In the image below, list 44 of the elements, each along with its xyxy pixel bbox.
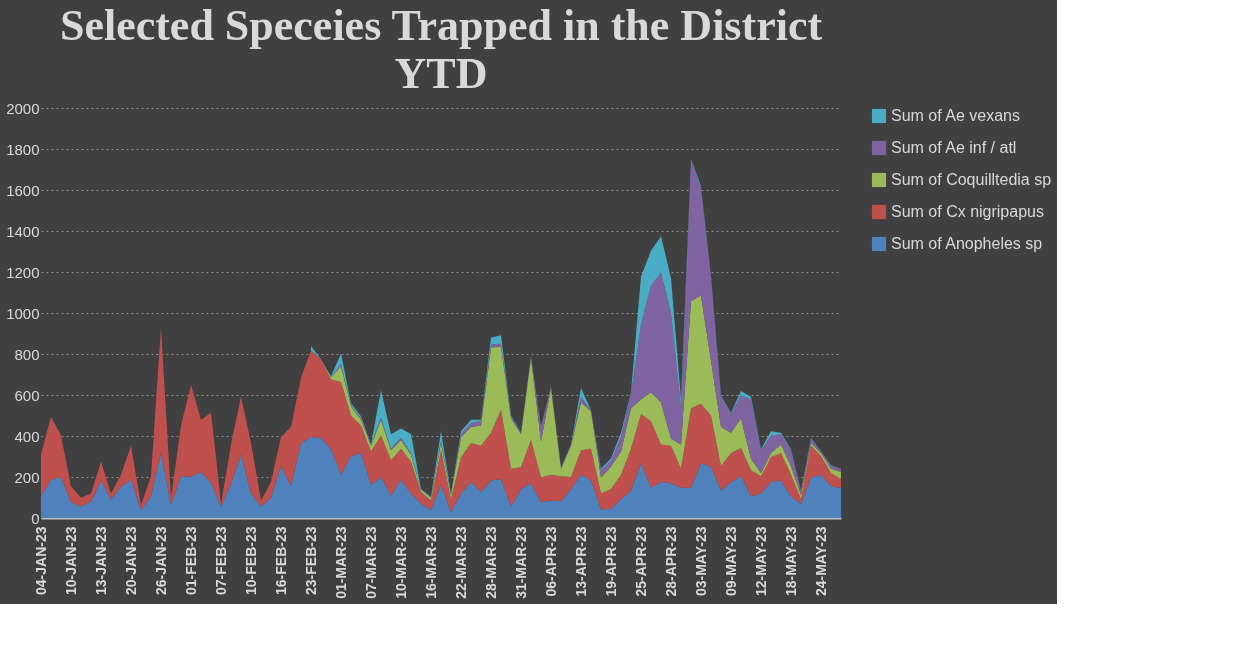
y-tick-label: 400 bbox=[14, 427, 40, 445]
x-tick-label: 19-APR-23 bbox=[602, 526, 619, 597]
x-tick-label: 16-MAR-23 bbox=[422, 526, 439, 599]
x-tick-label: 04-JAN-23 bbox=[32, 526, 49, 595]
legend-label: Sum of Coquilltedia sp bbox=[891, 171, 1052, 188]
x-tick-label: 07-FEB-23 bbox=[212, 526, 229, 595]
x-tick-label: 28-MAR-23 bbox=[482, 526, 499, 599]
y-tick-label: 2000 bbox=[6, 99, 40, 117]
x-tick-label: 13-JAN-23 bbox=[92, 526, 109, 595]
x-tick-label: 31-MAR-23 bbox=[512, 526, 529, 599]
x-tick-label: 01-MAR-23 bbox=[332, 526, 349, 599]
chart-title: Selected Speceies Trapped in the District YTD bbox=[59, 1, 823, 98]
legend-label: Sum of Cx nigripapus bbox=[891, 203, 1044, 220]
x-tick-label: 01-FEB-23 bbox=[182, 526, 199, 595]
x-tick-label: 25-APR-23 bbox=[632, 526, 649, 597]
x-tick-label: 07-MAR-23 bbox=[362, 526, 379, 599]
legend-label: Sum of Ae inf / atl bbox=[891, 139, 1017, 156]
x-tick-label: 20-JAN-23 bbox=[122, 526, 139, 595]
y-tick-label: 1800 bbox=[6, 140, 40, 158]
x-tick-label: 13-APR-23 bbox=[572, 526, 589, 597]
x-tick-label: 10-FEB-23 bbox=[242, 526, 259, 595]
x-tick-label: 10-MAR-23 bbox=[392, 526, 409, 599]
y-tick-label: 1400 bbox=[6, 222, 40, 240]
x-tick-label: 09-MAY-23 bbox=[722, 526, 739, 597]
y-tick-label: 0 bbox=[31, 509, 40, 527]
y-tick-label: 600 bbox=[14, 386, 40, 404]
x-tick-label: 28-APR-23 bbox=[662, 526, 679, 597]
x-tick-label: 24-MAY-23 bbox=[812, 526, 829, 597]
x-tick-label: 03-MAY-23 bbox=[692, 526, 709, 597]
y-tick-label: 200 bbox=[14, 468, 40, 486]
x-tick-label: 12-MAY-23 bbox=[752, 526, 769, 597]
y-tick-label: 800 bbox=[14, 345, 40, 363]
legend-label: Sum of Anopheles sp bbox=[891, 235, 1043, 252]
y-tick-label: 1200 bbox=[6, 263, 40, 281]
x-tick-label: 23-FEB-23 bbox=[302, 526, 319, 595]
x-tick-label: 18-MAY-23 bbox=[782, 526, 799, 597]
legend-label: Sum of Ae vexans bbox=[891, 107, 1020, 124]
x-tick-label: 22-MAR-23 bbox=[452, 526, 469, 599]
y-tick-label: 1600 bbox=[6, 181, 40, 199]
y-tick-label: 1000 bbox=[6, 304, 40, 322]
x-tick-label: 06-APR-23 bbox=[542, 526, 559, 597]
x-tick-label: 16-FEB-23 bbox=[272, 526, 289, 595]
x-tick-label: 10-JAN-23 bbox=[62, 526, 79, 595]
x-tick-label: 26-JAN-23 bbox=[152, 526, 169, 595]
